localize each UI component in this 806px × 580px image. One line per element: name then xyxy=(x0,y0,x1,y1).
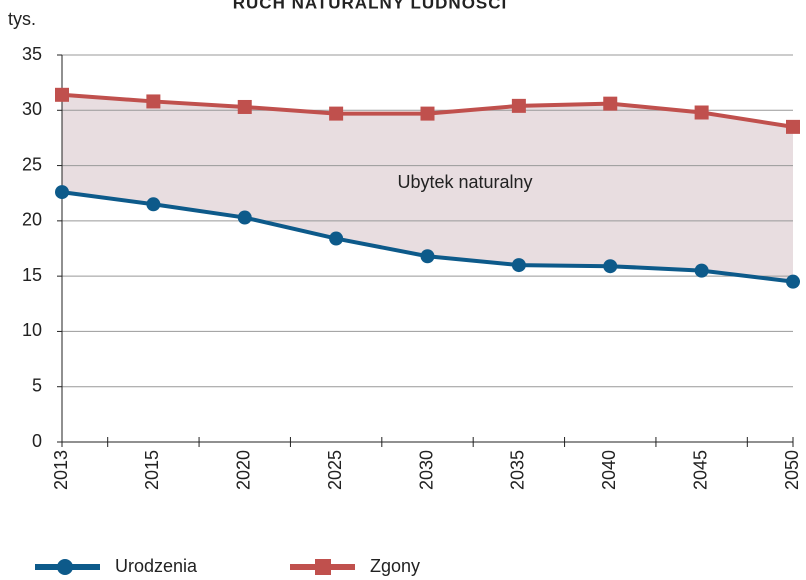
legend-label: Zgony xyxy=(370,556,420,576)
point xyxy=(694,105,709,120)
point xyxy=(146,94,161,109)
y-tick-label: 5 xyxy=(32,375,42,395)
x-tick-label: 2020 xyxy=(234,450,254,490)
point xyxy=(694,263,709,278)
point xyxy=(146,197,161,212)
legend-marker xyxy=(57,559,73,575)
y-tick-label: 35 xyxy=(22,44,42,64)
x-tick-label: 2040 xyxy=(599,450,619,490)
point xyxy=(420,106,435,121)
x-tick-label: 2025 xyxy=(325,450,345,490)
x-tick-label: 2015 xyxy=(142,450,162,490)
point xyxy=(237,99,252,114)
point xyxy=(786,119,800,134)
x-tick-label: 2013 xyxy=(51,450,71,490)
legend-marker xyxy=(315,559,331,575)
legend-label: Urodzenia xyxy=(115,556,198,576)
y-tick-label: 20 xyxy=(22,210,42,230)
point xyxy=(329,231,344,246)
annotation: Ubytek naturalny xyxy=(397,172,532,192)
y-tick-label: 15 xyxy=(22,265,42,285)
x-tick-label: 2030 xyxy=(416,450,436,490)
gap-area xyxy=(62,94,793,282)
point xyxy=(603,96,618,111)
y-axis-label: tys. xyxy=(8,9,36,29)
point xyxy=(55,185,69,200)
point xyxy=(420,249,435,264)
y-tick-label: 25 xyxy=(22,154,42,174)
x-tick-label: 2050 xyxy=(782,450,802,490)
x-tick-label: 2035 xyxy=(508,450,528,490)
point xyxy=(511,98,526,113)
chart-title: RUCH NATURALNY LUDNOŚCI xyxy=(233,0,508,12)
point xyxy=(329,106,344,121)
point xyxy=(603,259,618,274)
x-tick-label: 2045 xyxy=(690,450,710,490)
point xyxy=(55,87,69,102)
point xyxy=(237,210,252,225)
point xyxy=(511,258,526,273)
y-tick-label: 10 xyxy=(22,320,42,340)
point xyxy=(786,274,800,289)
y-tick-label: 0 xyxy=(32,431,42,451)
y-tick-label: 30 xyxy=(22,99,42,119)
